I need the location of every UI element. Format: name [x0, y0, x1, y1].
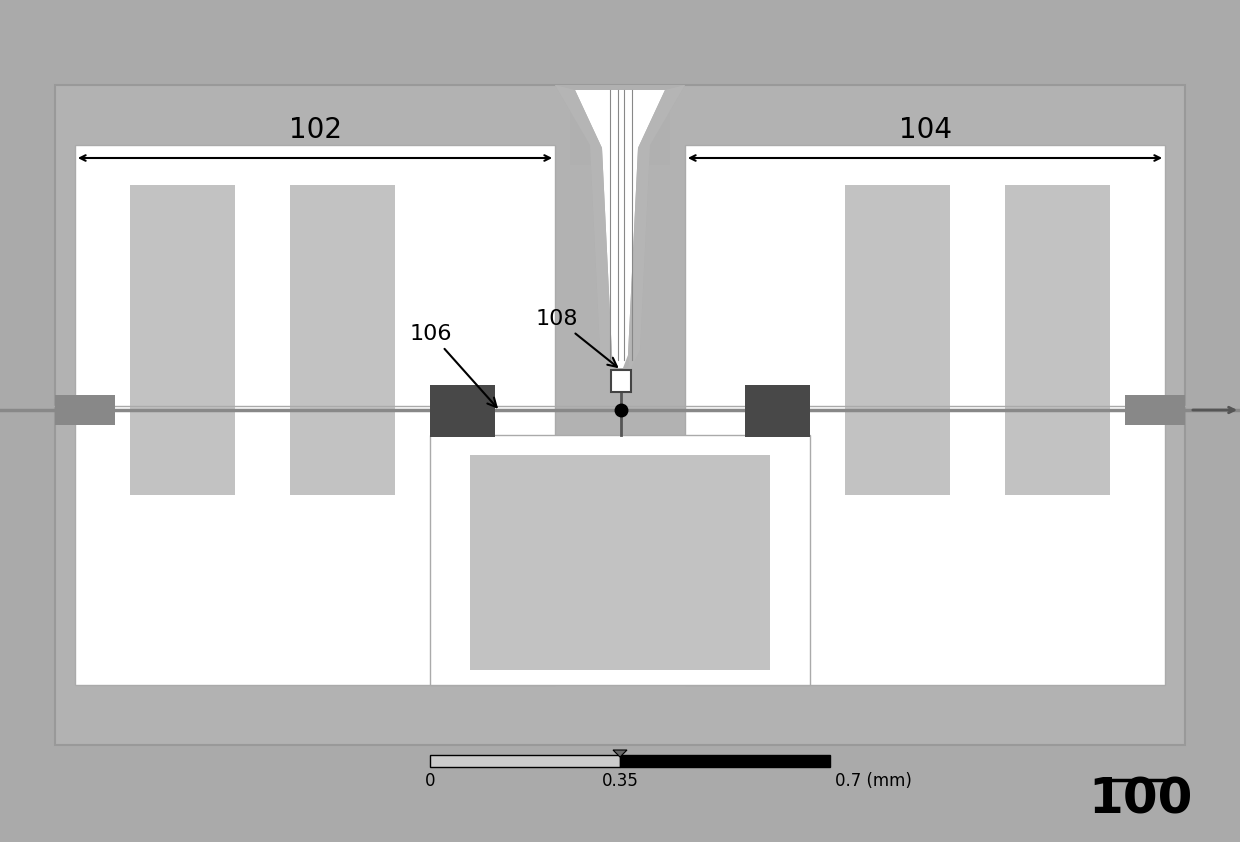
- Bar: [620, 755, 830, 767]
- Polygon shape: [575, 90, 665, 368]
- Text: 100: 100: [1087, 776, 1192, 824]
- Bar: [470, 455, 770, 670]
- Text: 106: 106: [410, 324, 496, 408]
- Polygon shape: [556, 85, 684, 370]
- Bar: [684, 145, 1166, 685]
- Bar: [844, 185, 950, 495]
- Text: 0: 0: [425, 772, 435, 790]
- Text: 108: 108: [536, 309, 618, 367]
- Bar: [745, 385, 810, 437]
- Polygon shape: [613, 750, 627, 757]
- Bar: [290, 185, 396, 495]
- Bar: [430, 385, 495, 437]
- Polygon shape: [627, 85, 684, 370]
- Bar: [55, 85, 1185, 745]
- Bar: [55, 395, 115, 425]
- Bar: [430, 755, 620, 767]
- Bar: [1125, 395, 1185, 425]
- Bar: [570, 85, 670, 165]
- Bar: [130, 185, 236, 495]
- Text: 0.7 (mm): 0.7 (mm): [835, 772, 911, 790]
- Text: 102: 102: [289, 116, 341, 144]
- Bar: [430, 435, 810, 685]
- Bar: [74, 145, 556, 685]
- Bar: [1004, 185, 1110, 495]
- Polygon shape: [556, 85, 613, 370]
- Text: 104: 104: [899, 116, 951, 144]
- Text: 0.35: 0.35: [601, 772, 639, 790]
- Bar: [611, 370, 631, 392]
